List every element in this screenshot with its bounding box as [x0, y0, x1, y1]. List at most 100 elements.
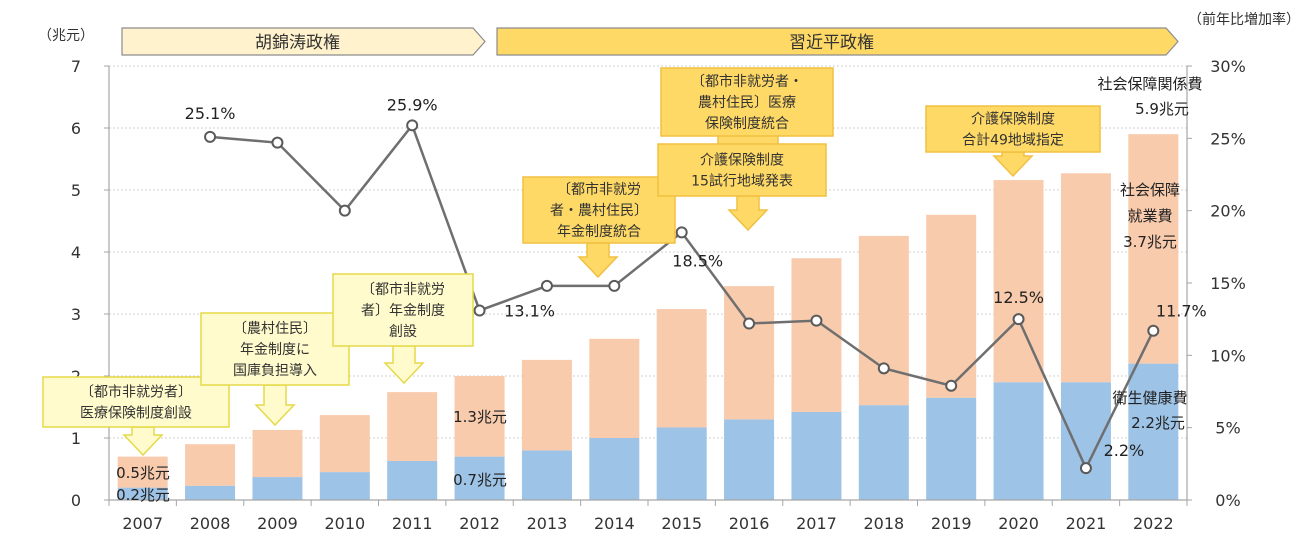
- social-annotation: 就業費: [1127, 207, 1172, 225]
- left-tick-label: 3: [71, 305, 81, 324]
- callout-text: 〔都市非就労: [557, 181, 641, 198]
- bar-segment: [185, 485, 236, 500]
- growth-point: [877, 362, 890, 375]
- health-annotation: 2.2兆元: [1131, 414, 1185, 432]
- bar-segment: [656, 427, 707, 500]
- bar-segment: [1060, 173, 1111, 383]
- left-tick-label: 1: [71, 429, 81, 448]
- left-tick-label: 5: [71, 181, 81, 200]
- callout-text: 〔都市非就労者〕: [80, 384, 192, 401]
- total-annotation: 5.9兆元: [1135, 100, 1189, 118]
- bar-segment: [858, 235, 909, 406]
- callout-text: 〔都市非就労: [361, 281, 445, 298]
- right-tick-label: 0%: [1215, 491, 1240, 510]
- left-axis-title: （兆元）: [38, 28, 94, 44]
- bar-segment: [1060, 382, 1111, 500]
- callout: 介護保険制度 15試行地域発表: [657, 143, 827, 232]
- callout-arrow: [383, 345, 425, 385]
- x-tick-label: 2007: [122, 514, 163, 533]
- callout-text: 者〕年金制度: [361, 303, 445, 319]
- callout-box: [332, 273, 474, 347]
- x-tick-label: 2019: [931, 514, 972, 533]
- callout-text: 医療保険制度創設: [80, 405, 192, 422]
- bar-segment: [589, 338, 640, 438]
- bar-segment: [993, 382, 1044, 500]
- callout-arrow: [577, 242, 619, 279]
- x-tick-label: 2020: [998, 514, 1039, 533]
- callout-box: [522, 176, 676, 244]
- callout-text: 国庫負担導入: [233, 362, 317, 379]
- callout-text: 介護保険制度: [971, 112, 1055, 128]
- era-label: 胡錦涛政権: [255, 33, 340, 53]
- bar-segment: [724, 419, 775, 500]
- line-data-label: 13.1%: [504, 301, 555, 320]
- callout-text: 保険制度統合: [705, 116, 789, 132]
- bar-segment: [858, 405, 909, 500]
- growth-point: [945, 379, 958, 392]
- x-tick-label: 2016: [729, 514, 770, 533]
- callout-box: [660, 67, 834, 137]
- growth-point: [540, 279, 553, 292]
- growth-point: [204, 130, 217, 143]
- bar-segment: [521, 359, 572, 451]
- total-annotation: 社会保障関係費: [1097, 75, 1202, 93]
- bars: [117, 134, 1179, 500]
- left-tick-label: 6: [71, 119, 81, 138]
- callout-text: 年金制度統合: [557, 224, 641, 240]
- social-annotation: 3.7兆元: [1123, 233, 1177, 251]
- bar-data-label: 1.3兆元: [453, 408, 507, 426]
- line-data-label: 11.7%: [1156, 302, 1207, 321]
- growth-point: [810, 314, 823, 327]
- x-tick-label: 2008: [190, 514, 231, 533]
- x-tick-label: 2017: [796, 514, 837, 533]
- callout-text: 者・農村住民〕: [550, 203, 648, 219]
- callout-text: 〔農村住民〕: [233, 321, 317, 337]
- callout-box: [200, 312, 350, 386]
- era-label: 習近平政権: [789, 33, 874, 53]
- bar-segment: [252, 477, 303, 500]
- callout-box: [42, 376, 230, 428]
- growth-point: [338, 204, 351, 217]
- callout-arrow: [992, 151, 1034, 178]
- line-data-label: 12.5%: [993, 288, 1044, 307]
- bar-segment: [185, 444, 236, 486]
- tick-labels: 012345670%5%10%15%20%25%30%2007200820092…: [71, 57, 1246, 533]
- right-axis-title: （前年比増加率）: [1188, 11, 1300, 28]
- bar-segment: [993, 180, 1044, 383]
- bar-segment: [117, 487, 168, 500]
- callout-text: 創設: [389, 324, 417, 340]
- growth-point: [406, 119, 419, 132]
- era-banner: [496, 27, 1179, 56]
- x-tick-label: 2009: [257, 514, 298, 533]
- bar-segment: [521, 450, 572, 500]
- callout-arrow: [254, 384, 296, 427]
- growth-point: [608, 279, 621, 292]
- callout-text: 〔都市非就労者・: [691, 73, 803, 90]
- callout-box: [925, 105, 1101, 153]
- growth-point: [675, 226, 688, 239]
- right-tick-label: 15%: [1210, 274, 1246, 293]
- bar-segment: [117, 456, 168, 488]
- x-tick-label: 2022: [1133, 514, 1174, 533]
- x-tick-label: 2018: [863, 514, 904, 533]
- growth-point: [1147, 324, 1160, 337]
- callout: 〔都市非就労者・農村住民〕年金制度統合: [522, 176, 676, 279]
- health-annotation: 衛生健康費: [1112, 389, 1187, 407]
- growth-point: [271, 136, 284, 149]
- callout-text: 年金制度に: [240, 342, 310, 358]
- callout-arrow: [727, 195, 769, 232]
- right-tick-label: 20%: [1210, 202, 1246, 221]
- line-data-label: 25.9%: [387, 95, 438, 114]
- bar-segment: [454, 376, 505, 457]
- callout-text: 介護保険制度: [700, 153, 784, 169]
- callout-arrow: [122, 426, 164, 457]
- callout-text: 農村住民〕医療: [698, 94, 796, 111]
- growth-point: [1012, 313, 1025, 326]
- growth-point: [743, 317, 756, 330]
- bar-segment: [791, 258, 842, 412]
- right-tick-label: 10%: [1210, 346, 1246, 365]
